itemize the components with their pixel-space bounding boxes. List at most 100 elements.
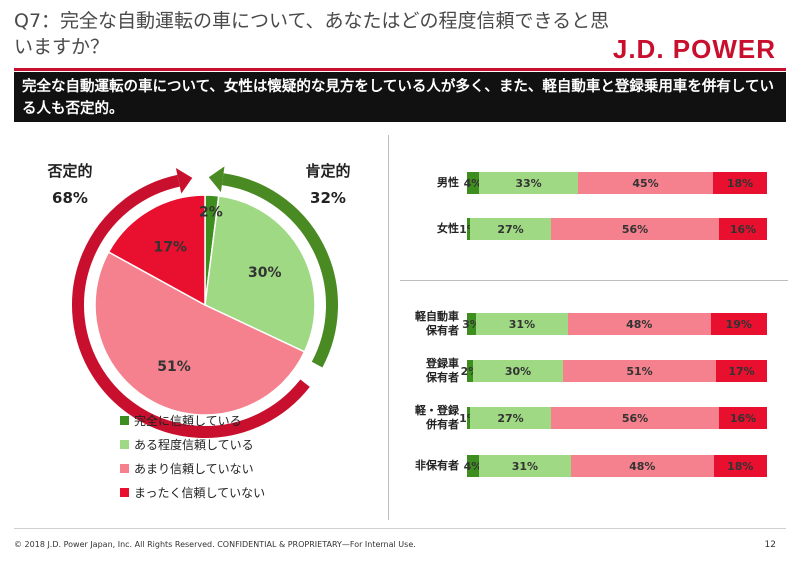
legend-swatch [120,463,129,473]
legend-label: まったく信頼していない [134,485,266,500]
bar-segment: 48% [567,313,711,335]
bar-segment-label: 31% [511,459,539,473]
stacked-bar: 3% 31% 48% 19% [462,313,767,335]
negative-label: 否定的 68% [40,160,100,207]
pie-slices [94,194,316,416]
legend-item: まったく信頼していない [120,480,265,504]
bar-segment: 31% [475,313,568,335]
bar-segment-label: 27% [497,222,524,236]
positive-arrow-head [208,166,225,193]
legend-swatch [120,439,129,449]
bar-segment-label: 27% [497,411,524,425]
bar-segment: 3% [462,313,481,335]
copyright-notice: © 2018 J.D. Power Japan, Inc. All Rights… [14,540,416,549]
summary-banner: 完全な自動運転の車について、女性は懐疑的な見方をしている人が多く、また、軽自動車… [14,72,786,122]
legend-swatch [120,415,129,425]
trust-arrows [72,166,338,438]
bar-segment: 56% [551,407,719,429]
page-title: Q7：完全な自動運転の車について、あなたはどの程度信頼できると思いますか？ [14,10,610,58]
bar-category-label-line: 軽自動車 [415,310,459,323]
pie-slice [94,250,306,416]
legend-item: あまり信頼していない [120,456,265,480]
bar-segment: 48% [570,455,714,477]
bar-segment: 4% [464,172,482,194]
stacked-bar: 4% 33% 45% 18% [464,172,767,194]
pie-slice [204,194,220,306]
bar-segment: 27% [470,218,551,240]
positive-label-text: 肯定的 [305,162,351,180]
bar-segment-label: 18% [726,176,754,190]
bar-segment: 18% [713,455,767,477]
bar-segment: 4% [464,455,482,477]
bar-segment-label: 33% [515,176,542,190]
bar-segment-label: 18% [727,459,754,473]
bar-segment: 45% [578,172,713,194]
bar-segment: 30% [473,360,563,382]
bar-segment-label: 56% [621,222,649,236]
legend-swatch [120,487,129,497]
bar-category-label: 女性 [399,222,459,236]
bar-category-label-line: 保有者 [426,371,459,384]
bar-category-label-line: 登録車 [426,357,459,370]
bar-category-label-line: 併有者 [426,418,459,431]
bar-segment: 33% [479,172,578,194]
footer-rule [14,528,786,529]
positive-arrow-arc [221,173,338,368]
negative-label-text: 否定的 [47,162,93,180]
bar-segment-label: 4% [463,176,483,190]
bar-segment: 18% [713,172,767,194]
pie-slice-labels: 2% 30% 51% 17% [154,205,282,375]
bar-category-label-line: 軽・登録 [415,404,459,417]
legend-item: ある程度信頼している [120,432,265,456]
bar-segment: 27% [470,407,551,429]
page-number: 12 [764,540,776,550]
negative-arrow-head [175,168,193,194]
bar-segment-label: 4% [463,459,483,473]
pie-slice-label: 17% [154,239,188,255]
bar-segment-label: 16% [729,222,757,236]
horizontal-divider [400,280,788,281]
pie-slice [107,194,206,307]
bar-segment-label: 56% [621,411,649,425]
bar-segment: 31% [478,455,571,477]
pie-slice-label: 30% [248,265,282,281]
bar-category-label: 軽自動車 保有者 [399,310,459,338]
bar-category-label: 登録車 保有者 [399,357,459,385]
jd-power-logo: J.D. POWER [612,34,776,64]
bar-segment-label: 45% [632,176,659,190]
bar-segment: 19% [710,313,767,335]
pie-slice-label: 51% [157,359,191,375]
bar-category-label: 非保有者 [399,459,459,473]
bar-category-label-line: 非保有者 [415,459,459,472]
bar-segment-label: 17% [728,364,755,378]
bar-segment-label: 16% [729,411,757,425]
bar-segment-label: 19% [725,317,752,331]
legend-item: 完全に信頼している [120,408,265,432]
bar-segment: 51% [563,360,716,382]
negative-arrow-arc [72,174,310,438]
bar-category-label: 軽・登録 併有者 [399,404,459,432]
stacked-bar: 4% 31% 48% 18% [464,455,767,477]
stacked-bar: 1% 27% 56% 16% [459,218,767,240]
bar-category-label-line: 女性 [437,222,459,235]
stacked-bar: 1% 27% 56% 16% [459,407,767,429]
bar-segment-label: 30% [504,364,532,378]
bar-segment: 17% [716,360,767,382]
bar-segment: 16% [719,407,767,429]
pie-legend: 完全に信頼している ある程度信頼している あまり信頼していない まったく信頼して… [120,408,265,504]
positive-pct: 32% [310,189,346,207]
bar-category-label-line: 保有者 [426,324,459,337]
bar-segment-label: 48% [626,317,653,331]
bar-segment: 56% [551,218,719,240]
legend-label: あまり信頼していない [134,461,254,476]
pie-slice [204,195,316,353]
vertical-divider [388,135,389,520]
bar-category-label: 男性 [399,176,459,190]
negative-pct: 68% [52,189,88,207]
bar-segment-label: 48% [629,459,656,473]
positive-label: 肯定的 32% [298,160,358,207]
stacked-bar: 2% 30% 51% 17% [461,360,767,382]
pie-slice-label: 2% [199,205,223,221]
legend-label: ある程度信頼している [134,437,254,452]
header-rule [14,68,786,71]
